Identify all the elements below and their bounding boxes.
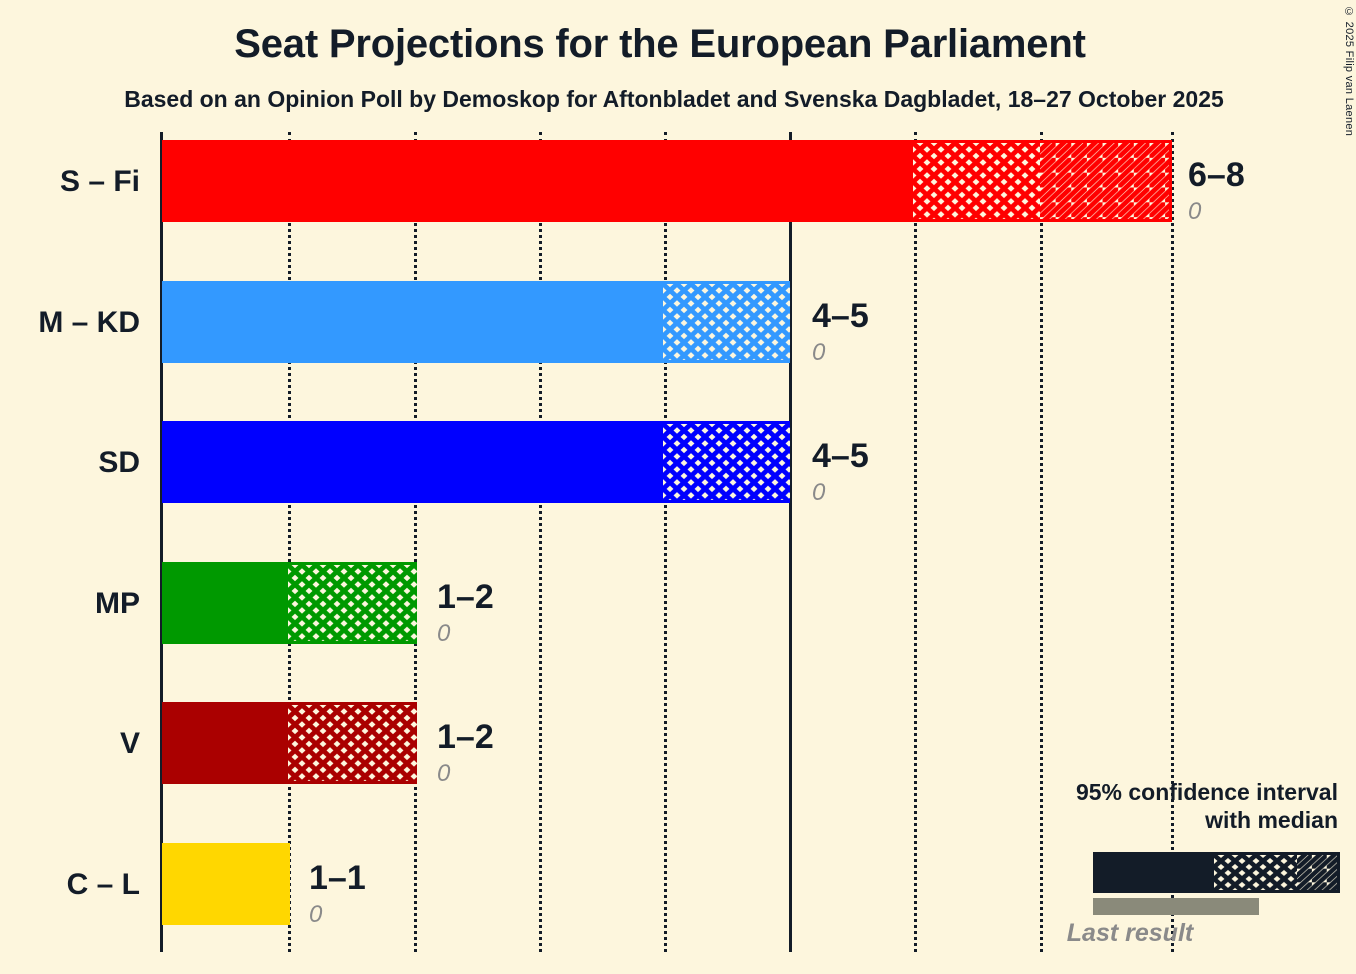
diagonal-pattern-icon	[1297, 855, 1337, 890]
party-label: MP	[95, 587, 140, 620]
seat-range-label: 1–2	[437, 718, 494, 756]
chart-row: SD 4–5 0	[0, 421, 1356, 506]
gridline-5	[914, 132, 917, 952]
last-result-value: 0	[309, 901, 323, 928]
bar-segment-crosshatch	[288, 562, 417, 644]
legend-segment-diagonal	[1297, 852, 1340, 893]
seat-bar[interactable]	[162, 843, 290, 925]
crosshatch-pattern-icon	[663, 424, 790, 500]
chart-row: V 1–2 0	[0, 702, 1356, 787]
last-result-value: 0	[1188, 198, 1202, 225]
party-label: M – KD	[38, 306, 140, 339]
last-result-value: 0	[812, 479, 826, 506]
chart-row: M – KD 4–5 0	[0, 281, 1356, 366]
seat-range-label: 4–5	[812, 437, 869, 475]
seat-bar[interactable]	[162, 140, 1172, 222]
y-axis-line	[160, 132, 163, 952]
bar-segment-solid	[162, 843, 290, 925]
bar-segment-solid	[162, 281, 663, 363]
legend-segment-crosshatch	[1214, 852, 1297, 893]
last-result-value: 0	[812, 339, 826, 366]
last-result-value: 0	[437, 760, 451, 787]
chart-subtitle: Based on an Opinion Poll by Demoskop for…	[124, 86, 1224, 112]
legend-confidence-bar	[1093, 852, 1340, 893]
bar-segment-crosshatch	[663, 281, 790, 363]
seat-range-label: 4–5	[812, 297, 869, 335]
gridline-0	[288, 132, 291, 952]
legend: 95% confidence interval with median	[1008, 778, 1338, 834]
crosshatch-pattern-icon	[663, 284, 790, 360]
party-label: S – Fi	[59, 165, 140, 198]
bar-segment-solid	[162, 140, 913, 222]
legend-line-2: with median	[1205, 807, 1338, 833]
gridline-1	[414, 132, 417, 952]
crosshatch-pattern-icon	[288, 705, 417, 781]
chart-row: S – Fi 6–8 0	[0, 140, 1356, 225]
party-label: C – L	[66, 868, 140, 901]
legend-line-1: 95% confidence interval	[1075, 779, 1338, 805]
seat-bar[interactable]	[162, 281, 790, 363]
gridline-6	[1040, 132, 1043, 952]
page-title: Seat Projections for the European Parlia…	[234, 22, 1086, 66]
seat-range-label: 1–1	[309, 859, 366, 897]
diagonal-pattern-icon	[1040, 143, 1169, 219]
party-label: SD	[98, 446, 140, 479]
crosshatch-pattern-icon	[913, 143, 1040, 219]
crosshatch-pattern-icon	[288, 565, 417, 641]
legend-last-result-label: Last result	[1066, 919, 1194, 947]
bar-segment-crosshatch	[913, 140, 1040, 222]
bar-segment-crosshatch	[288, 702, 417, 784]
copyright-notice: © 2025 Filip van Laenen	[1343, 6, 1355, 137]
seat-bar[interactable]	[162, 702, 417, 784]
seat-range-label: 1–2	[437, 578, 494, 616]
party-label: V	[119, 727, 140, 760]
legend-segment-solid	[1093, 852, 1214, 893]
chart-row: C – L 1–1 0	[0, 843, 1356, 928]
chart-row: MP 1–2 0	[0, 562, 1356, 647]
bar-segment-solid	[162, 562, 288, 644]
seat-bar[interactable]	[162, 562, 417, 644]
gridline-7	[1171, 132, 1174, 952]
gridline-2	[539, 132, 542, 952]
gridline-4	[789, 132, 792, 952]
bar-segment-solid	[162, 702, 288, 784]
legend-last-result-bar	[1093, 898, 1259, 915]
bar-segment-crosshatch	[663, 421, 790, 503]
crosshatch-pattern-icon	[1214, 855, 1297, 890]
seat-range-label: 6–8	[1188, 156, 1245, 194]
bar-segment-diagonal	[1040, 140, 1172, 222]
bar-segment-solid	[162, 421, 663, 503]
last-result-value: 0	[437, 620, 451, 647]
seat-bar[interactable]	[162, 421, 790, 503]
gridline-3	[664, 132, 667, 952]
